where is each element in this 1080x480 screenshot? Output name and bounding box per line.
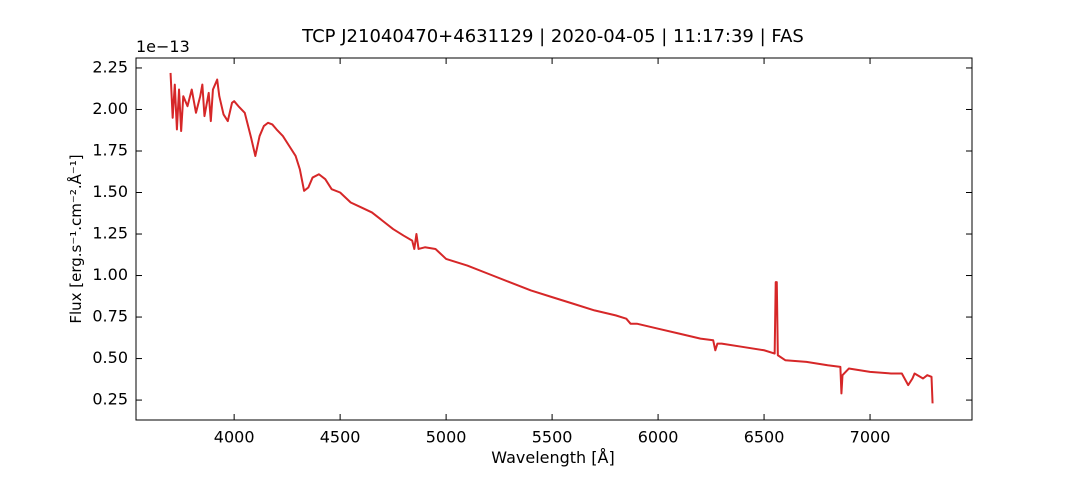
y-axis-label: Flux [erg.s⁻¹.cm⁻².Å⁻¹] bbox=[66, 154, 85, 323]
x-axis-label: Wavelength [Å] bbox=[491, 448, 614, 467]
x-tick-label: 7000 bbox=[850, 428, 891, 447]
y-tick-label: 0.50 bbox=[92, 348, 128, 367]
chart-title: TCP J21040470+4631129 | 2020-04-05 | 11:… bbox=[301, 26, 804, 47]
y-tick-label: 1.25 bbox=[92, 224, 128, 243]
y-tick-label: 1.75 bbox=[92, 140, 128, 159]
x-tick-label: 5000 bbox=[426, 428, 467, 447]
x-tick-label: 4000 bbox=[214, 428, 255, 447]
plot-frame bbox=[135, 57, 973, 421]
x-tick-label: 5500 bbox=[532, 428, 573, 447]
y-tick-label: 2.00 bbox=[92, 99, 128, 118]
y-tick-label: 0.25 bbox=[92, 390, 128, 409]
y-tick-label: 1.00 bbox=[92, 265, 128, 284]
x-tick-label: 4500 bbox=[320, 428, 361, 447]
y-offset-label: 1e−13 bbox=[136, 37, 190, 56]
x-tick-label: 6500 bbox=[744, 428, 785, 447]
spectrum-line bbox=[169, 72, 934, 404]
y-tick-label: 1.50 bbox=[92, 182, 128, 201]
x-tick-label: 6000 bbox=[638, 428, 679, 447]
y-tick-label: 2.25 bbox=[92, 57, 128, 76]
y-tick-label: 0.75 bbox=[92, 307, 128, 326]
